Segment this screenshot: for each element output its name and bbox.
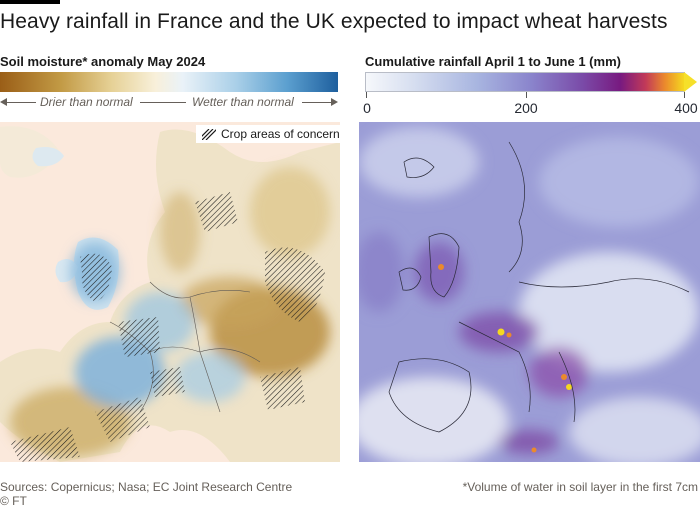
scale-tick <box>366 92 367 98</box>
crop-area-hatches <box>10 192 325 462</box>
rainfall-map <box>359 122 700 462</box>
rainfall-color-scale <box>365 72 685 92</box>
scale-tick <box>526 92 527 98</box>
wetter-arrow-line <box>302 102 332 103</box>
soil-moisture-direction-labels: Drier than normal Wetter than normal <box>0 95 338 111</box>
drier-label: Drier than normal <box>40 95 133 109</box>
soil-moisture-subtitle: Soil moisture* anomaly May 2024 <box>0 54 206 69</box>
soil-moisture-map <box>0 122 340 462</box>
ft-brand-bar <box>0 0 60 4</box>
crop-areas-legend: Crop areas of concern <box>196 125 346 143</box>
rainfall-hotspots <box>438 264 572 453</box>
hatch-swatch-icon <box>202 128 216 140</box>
rainfall-shading <box>359 127 700 462</box>
scale-overflow-arrow-icon <box>684 72 697 92</box>
scale-tick-label: 200 <box>514 100 538 116</box>
footnote-text: *Volume of water in soil layer in the fi… <box>462 480 698 494</box>
separator-line <box>140 102 186 103</box>
page-title: Heavy rainfall in France and the UK expe… <box>0 10 668 33</box>
scale-tick-label: 400 <box>674 100 698 116</box>
scale-tick <box>684 92 685 98</box>
arrow-right-icon <box>331 98 338 106</box>
scale-tick-label: 0 <box>363 100 371 116</box>
soil-moisture-color-scale <box>0 72 338 92</box>
drier-arrow-line <box>6 102 36 103</box>
credit-text: © FT <box>0 494 27 508</box>
legend-label: Crop areas of concern <box>221 127 340 141</box>
rainfall-subtitle: Cumulative rainfall April 1 to June 1 (m… <box>365 54 621 69</box>
sources-text: Sources: Copernicus; Nasa; EC Joint Rese… <box>0 480 293 494</box>
wetter-label: Wetter than normal <box>192 95 294 109</box>
arrow-left-icon <box>0 98 7 106</box>
coastlines <box>388 141 690 433</box>
